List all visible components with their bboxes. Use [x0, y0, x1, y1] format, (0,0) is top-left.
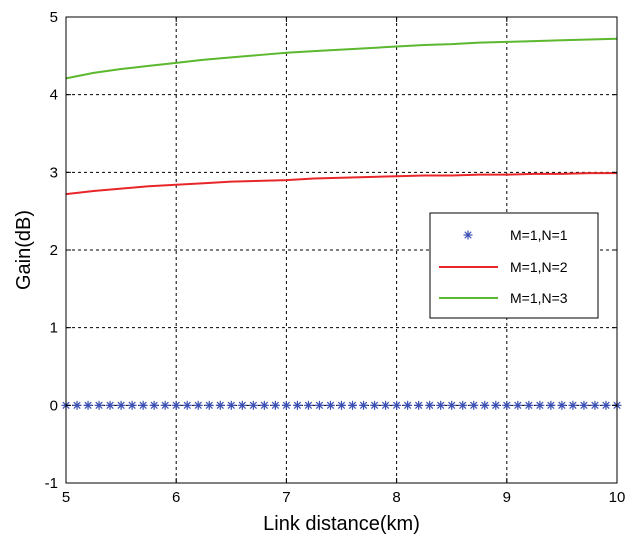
data-point [325, 400, 335, 410]
y-tick-label: -1 [45, 475, 58, 492]
y-tick-label: 1 [50, 320, 58, 337]
data-point [83, 400, 93, 410]
x-tick-label: 10 [609, 489, 626, 506]
legend-box [429, 212, 599, 319]
data-point [535, 400, 545, 410]
x-axis-label: Link distance(km) [263, 513, 420, 535]
y-tick-label: 4 [50, 87, 58, 104]
tick-labels: 5 6 7 8 9 10 -1 0 1 2 3 4 5 [45, 9, 626, 506]
data-point [601, 400, 611, 410]
data-point [215, 400, 225, 410]
legend-entry: M=1,N=3 [439, 290, 568, 306]
series-line [65, 172, 617, 196]
x-tick-label: 8 [392, 489, 400, 506]
data-point [447, 400, 457, 410]
data-point [524, 400, 534, 410]
x-tick-label: 5 [62, 489, 70, 506]
data-point [314, 400, 324, 410]
data-point [568, 400, 578, 410]
data-point [436, 400, 446, 410]
data-point [414, 400, 424, 410]
legend-label: M=1,N=2 [510, 259, 568, 275]
data-point [171, 400, 181, 410]
legend: M=1,N=1 M=1,N=2 M=1,N=3 [429, 212, 599, 319]
legend-entry: M=1,N=1 [463, 227, 568, 243]
data-point [480, 400, 490, 410]
series-1 [61, 400, 622, 410]
y-tick-label: 5 [50, 9, 58, 26]
data-point [193, 400, 203, 410]
data-point [337, 400, 346, 410]
data-point [182, 400, 192, 410]
series-layer [61, 37, 622, 410]
data-point [590, 400, 600, 410]
data-point [116, 400, 126, 410]
y-tick-label: 3 [50, 164, 58, 181]
legend-entries: M=1,N=1 M=1,N=2 M=1,N=3 [439, 227, 568, 306]
data-point [281, 400, 291, 410]
data-point [127, 400, 137, 410]
legend-label: M=1,N=3 [510, 290, 568, 306]
data-point [94, 400, 104, 410]
series-2 [65, 172, 617, 196]
data-point [292, 400, 302, 410]
data-point [248, 400, 258, 410]
data-point [557, 400, 567, 410]
series-line [65, 37, 618, 80]
legend-label: M=1,N=1 [510, 227, 568, 243]
data-point [226, 400, 236, 410]
data-point [425, 400, 435, 410]
y-tick-label: 2 [50, 242, 58, 259]
x-tick-label: 7 [282, 489, 290, 506]
axis-ticks [65, 16, 618, 484]
data-point [303, 400, 313, 410]
data-point [105, 400, 115, 410]
series-3 [65, 37, 618, 80]
data-point [513, 400, 523, 410]
data-point [204, 400, 214, 410]
data-point [149, 400, 159, 410]
x-tick-label: 9 [503, 489, 511, 506]
data-point [392, 400, 402, 410]
data-point [469, 400, 479, 410]
data-point [270, 400, 280, 410]
data-point [370, 400, 380, 410]
data-point [237, 400, 247, 410]
data-point [259, 400, 269, 410]
data-point [491, 400, 501, 410]
data-point [502, 400, 512, 410]
data-point [546, 400, 556, 410]
data-point [458, 400, 468, 410]
data-point [138, 400, 148, 410]
data-point [579, 400, 589, 410]
data-point [160, 400, 170, 410]
data-point [359, 400, 369, 410]
data-point [72, 400, 82, 410]
y-axis-label: Gain(dB) [13, 210, 35, 290]
legend-entry: M=1,N=2 [439, 259, 568, 275]
data-point [403, 400, 413, 410]
y-tick-label: 0 [50, 397, 58, 414]
legend-marker [463, 230, 473, 240]
x-tick-label: 6 [172, 489, 180, 506]
data-point [348, 400, 358, 410]
data-point [381, 400, 391, 410]
